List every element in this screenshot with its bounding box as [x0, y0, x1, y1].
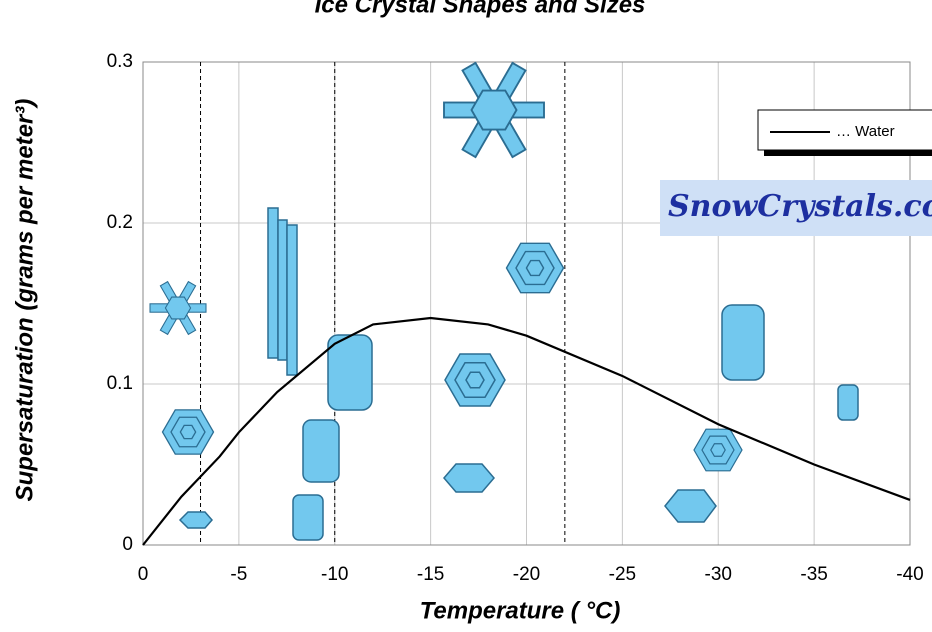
chart-title: Ice Crystal Shapes and Sizes	[315, 0, 646, 18]
y-axis-label: Supersaturation (grams per meter³)	[11, 99, 38, 502]
crystal	[278, 220, 287, 360]
crystal-illustrations	[150, 63, 858, 540]
crystal	[268, 208, 278, 358]
crystal	[838, 385, 858, 420]
page: Ice Crystal Shapes and Sizes Temperature…	[0, 0, 932, 632]
crystal	[665, 490, 716, 522]
x-tick-label: -30	[705, 564, 732, 585]
x-tick-label: -5	[230, 564, 247, 585]
x-tick-label: -15	[417, 564, 444, 585]
x-tick-label: -25	[609, 564, 636, 585]
crystal	[445, 354, 505, 406]
crystal	[444, 464, 494, 492]
x-tick-label: -10	[321, 564, 348, 585]
x-tick-label: -35	[800, 564, 827, 585]
x-tick-label: -40	[896, 564, 923, 585]
crystal	[287, 225, 297, 375]
crystal	[150, 282, 206, 335]
x-tick-label: -20	[513, 564, 540, 585]
chart: Ice Crystal Shapes and Sizes Temperature…	[0, 0, 932, 632]
crystal	[694, 429, 742, 471]
crystal	[507, 243, 564, 292]
crystal	[444, 63, 544, 157]
y-tick-label: 0.3	[107, 51, 133, 72]
legend: … Water	[758, 110, 932, 156]
x-tick-label: 0	[138, 564, 149, 585]
logo-text: SnowCrystals.com	[668, 189, 932, 224]
y-tick-label: 0.1	[107, 373, 133, 394]
crystal	[722, 305, 764, 380]
y-tick-label: 0	[122, 534, 133, 555]
crystal	[303, 420, 339, 482]
legend-label: … Water	[836, 123, 895, 140]
crystal	[163, 410, 214, 454]
crystal	[293, 495, 323, 540]
x-axis-label: Temperature ( °C)	[420, 597, 621, 624]
y-tick-label: 0.2	[107, 212, 133, 233]
crystal	[180, 512, 212, 528]
crystal	[328, 335, 372, 410]
logo: SnowCrystals.com	[660, 180, 932, 236]
